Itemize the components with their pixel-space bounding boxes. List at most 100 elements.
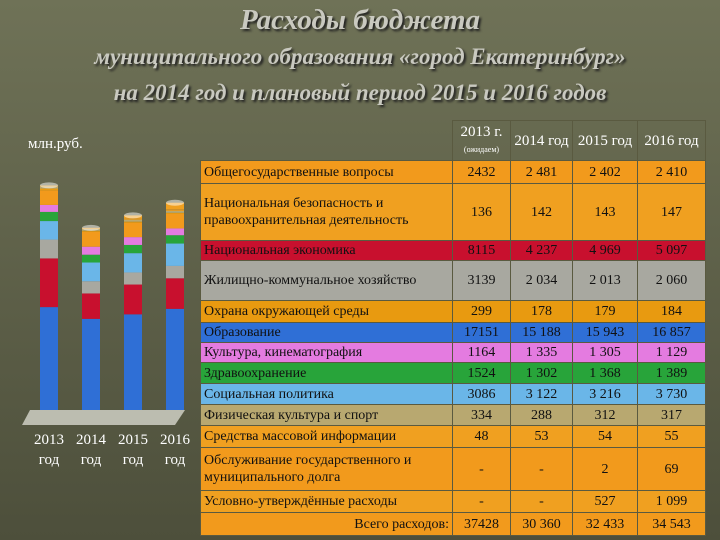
category-label: 2016 год [160, 432, 190, 468]
name-cell: Национальная экономика [200, 240, 453, 261]
table-row: Средства массовой информации 48 53 54 55 [200, 425, 706, 448]
value-cell: 1 099 [637, 490, 706, 513]
value-cell: 1 389 [637, 362, 706, 384]
bar-segment [166, 243, 184, 266]
bar-segment [166, 235, 184, 244]
value-cell: 147 [637, 183, 706, 241]
value-cell: 3 122 [510, 383, 573, 405]
bar-segment [124, 219, 142, 222]
value-cell: 15 188 [510, 322, 573, 343]
name-cell: Здравоохранение [200, 362, 453, 384]
value-cell: 48 [452, 425, 511, 448]
table-row: Здравоохранение 1524 1 302 1 368 1 389 [200, 362, 706, 384]
value-cell: 1524 [452, 362, 511, 384]
bar-segment [166, 202, 184, 210]
bar-cap [40, 182, 58, 189]
name-cell: Обслуживание государственного и муниципа… [200, 447, 453, 491]
bar-segment [124, 218, 142, 220]
total-value: 32 433 [572, 512, 638, 536]
value-cell: 3 216 [572, 383, 638, 405]
total-label: Всего расходов: [200, 512, 453, 536]
value-cell: 136 [452, 183, 511, 241]
table-row: Национальная экономика 8115 4 237 4 969 5 09… [200, 240, 706, 261]
value-cell: 1 302 [510, 362, 573, 384]
name-cell: Охрана окружающей среды [200, 300, 453, 323]
bar-segment [82, 231, 100, 247]
bar-segment [166, 212, 184, 214]
value-cell: 15 943 [572, 322, 638, 343]
table-row: Жилищно-коммунальное хозяйство 3139 2 034 2… [200, 260, 706, 301]
header-cell [201, 121, 453, 161]
value-cell: 4 969 [572, 240, 638, 261]
value-cell: 288 [510, 404, 573, 426]
table-row: Национальная безопасность и правоохранит… [200, 183, 706, 241]
bar-segment [124, 244, 142, 254]
bar-segment [40, 221, 58, 240]
value-cell: 3 730 [637, 383, 706, 405]
value-cell: 2 034 [510, 260, 573, 301]
value-cell: 17151 [452, 322, 511, 343]
value-cell: 2 060 [637, 260, 706, 301]
bar-segment [166, 265, 184, 279]
bar-segment [124, 314, 142, 410]
name-cell: Социальная политика [200, 383, 453, 405]
unit-label: млн.руб. [28, 136, 83, 152]
bar-segment [166, 210, 184, 211]
bar-cap [166, 199, 184, 206]
value-cell: 334 [452, 404, 511, 426]
value-cell: 2 481 [510, 160, 573, 184]
value-cell: 53 [510, 425, 573, 448]
value-cell: 2 013 [572, 260, 638, 301]
bar-segment [124, 237, 142, 245]
table-row: Социальная политика 3086 3 122 3 216 3 730 [200, 383, 706, 405]
bar-segment [82, 262, 100, 282]
bar-segment [82, 246, 100, 255]
bar-segment [40, 239, 58, 259]
name-cell: Физическая культура и спорт [200, 404, 453, 426]
table-row: Физическая культура и спорт 334 288 312 317 [200, 404, 706, 426]
bar-segment [40, 258, 58, 308]
name-cell: Средства массовой информации [200, 425, 453, 448]
header-title: 2016 год [644, 132, 699, 149]
bar-segment [82, 318, 100, 410]
value-cell: 55 [637, 425, 706, 448]
bar-segment [82, 281, 100, 294]
value-cell: 142 [510, 183, 573, 241]
value-cell: 1 129 [637, 342, 706, 363]
subtitle: на 2014 год и плановый период 2015 и 201… [113, 80, 607, 105]
value-cell: 2 [572, 447, 638, 491]
value-cell: 2432 [452, 160, 511, 184]
name-cell: Образование [200, 322, 453, 343]
value-cell: 178 [510, 300, 573, 323]
bar-segment [124, 253, 142, 273]
value-cell: 312 [572, 404, 638, 426]
category-label: 2013 год [34, 432, 64, 468]
bar-segment [40, 188, 58, 191]
bar-segment [82, 293, 100, 319]
bar-segment [82, 230, 100, 232]
value-cell: 1 368 [572, 362, 638, 384]
name-cell: Национальная безопасность и правоохранит… [200, 183, 453, 241]
bar-segment [124, 222, 142, 238]
bar-segment [166, 210, 184, 213]
value-cell: 527 [572, 490, 638, 513]
name-cell: Условно-утверждённые расходы [200, 490, 453, 513]
value-cell: 143 [572, 183, 638, 241]
total-value: 37428 [452, 512, 511, 536]
value-cell: 184 [637, 300, 706, 323]
table-row: Образование 17151 15 188 15 943 16 857 [200, 322, 706, 343]
subtitle: муниципального образования «город Екатер… [94, 44, 626, 69]
value-cell: 2 410 [637, 160, 706, 184]
header-cell: 2013 г. (ожидаем) [452, 120, 511, 161]
value-cell: 2 402 [572, 160, 638, 184]
table-row: Общегосударственные вопросы 2432 2 481 2 40… [200, 160, 706, 184]
value-cell: 16 857 [637, 322, 706, 343]
value-cell: 8115 [452, 240, 511, 261]
bar-segment [166, 228, 184, 236]
value-cell: 317 [637, 404, 706, 426]
table-row: Обслуживание государственного и муниципа… [200, 447, 706, 491]
category-label: 2014 год [76, 432, 106, 468]
value-cell: 69 [637, 447, 706, 491]
name-cell: Культура, кинематография [200, 342, 453, 363]
header-cell: 2014 год [510, 120, 573, 161]
